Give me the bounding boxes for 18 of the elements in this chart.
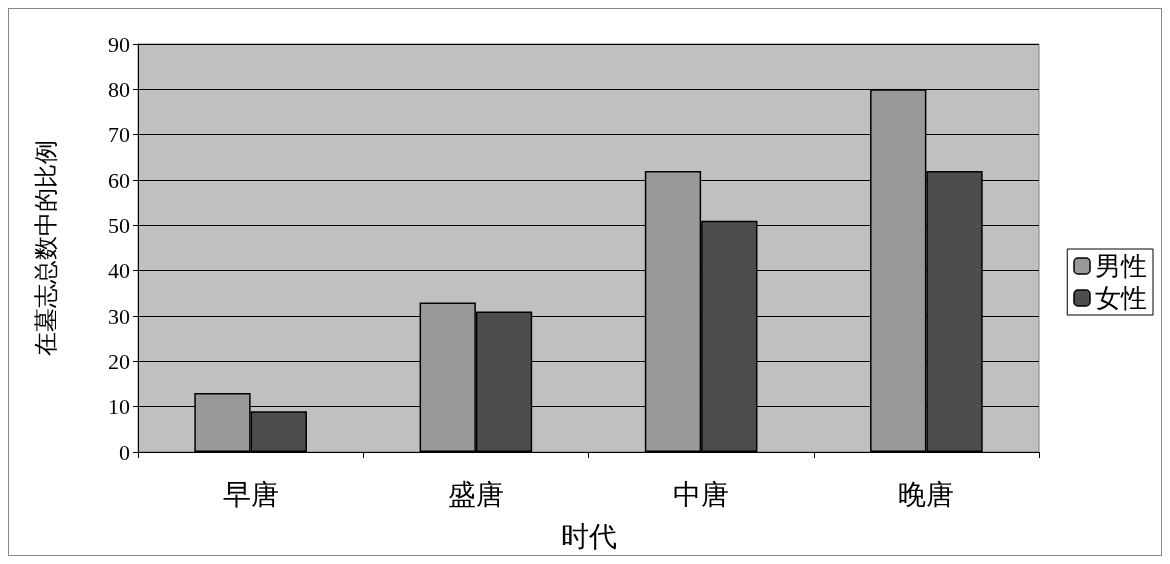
x-tick-label: 早唐 xyxy=(222,478,279,510)
x-axis-title: 时代 xyxy=(560,520,617,552)
y-tick-label: 10 xyxy=(108,394,130,420)
y-tick-label: 20 xyxy=(108,348,130,374)
y-tick-label: 50 xyxy=(108,212,130,238)
y-tick-label: 90 xyxy=(108,31,130,57)
x-tick-label: 盛唐 xyxy=(447,478,504,510)
x-tick-label: 中唐 xyxy=(673,478,730,510)
y-tick-label: 0 xyxy=(119,439,130,465)
y-tick-label: 60 xyxy=(108,167,130,193)
legend-label: 女性 xyxy=(1095,283,1147,313)
x-tick-label: 晚唐 xyxy=(898,478,955,510)
y-axis-title: 在墓志总数中的比例 xyxy=(33,140,59,356)
legend-label: 男性 xyxy=(1095,251,1147,281)
y-tick-label: 40 xyxy=(108,258,130,284)
y-tick-label: 30 xyxy=(108,303,130,329)
y-tick-label: 80 xyxy=(108,76,130,102)
y-tick-label: 70 xyxy=(108,122,130,148)
